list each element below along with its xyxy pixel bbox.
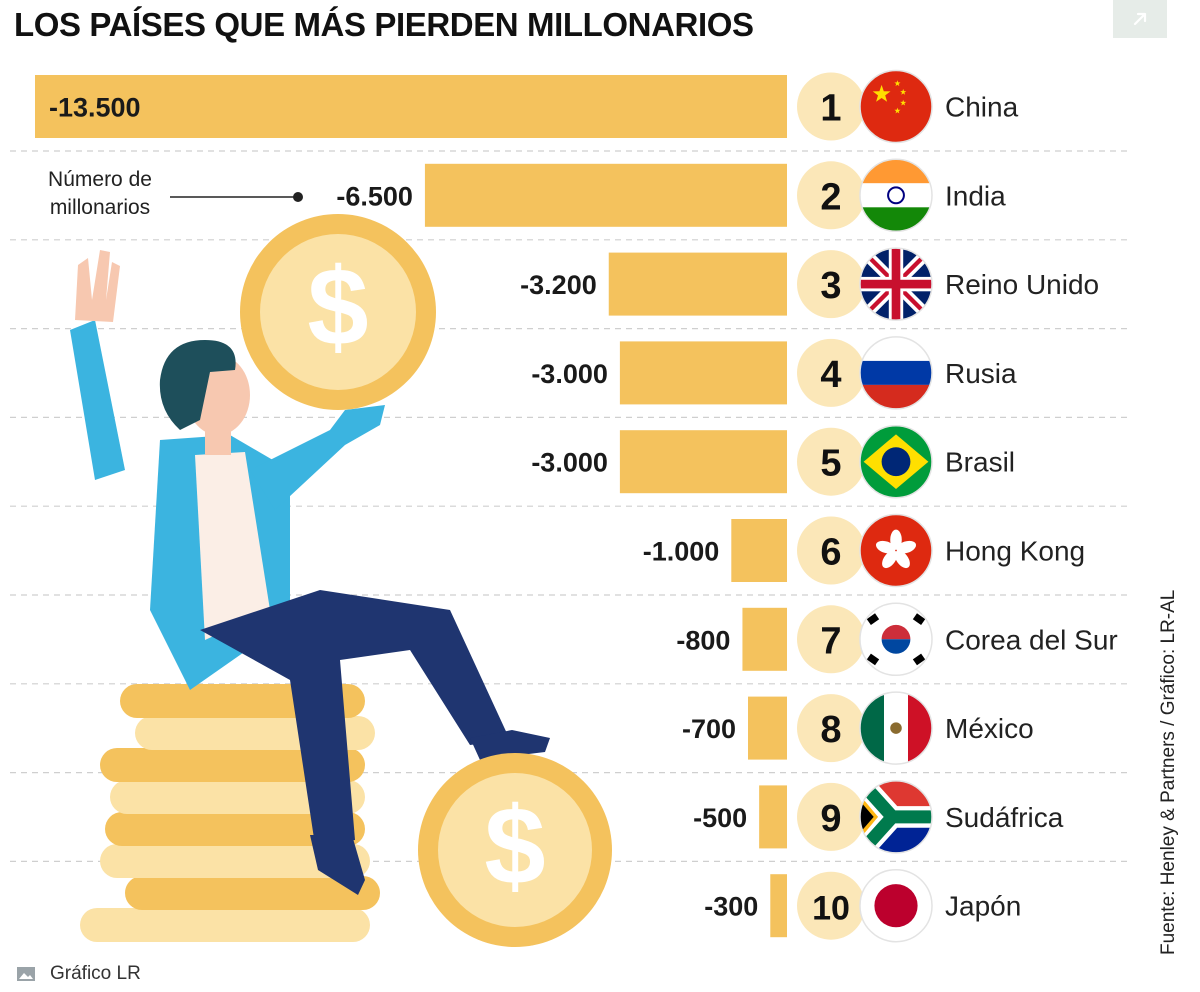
country-row: 9 Sudáfrica xyxy=(797,780,1064,854)
country-name: Hong Kong xyxy=(945,536,1085,567)
rank-circle xyxy=(797,516,865,585)
country-row: 10 Japón xyxy=(797,868,1021,943)
rank-number: 6 xyxy=(820,532,841,574)
rank-number: 2 xyxy=(820,176,841,218)
shirt xyxy=(195,452,270,640)
country-name: India xyxy=(945,180,1006,211)
hong-kong-flag xyxy=(860,514,932,587)
rank-circle xyxy=(797,338,865,407)
country-row: 3 Reino Unido xyxy=(797,247,1099,321)
china-flag xyxy=(860,70,932,143)
annotation-dot xyxy=(293,192,303,202)
rank-circle xyxy=(797,72,865,141)
rank-circle xyxy=(797,427,865,496)
bar-china xyxy=(35,75,787,138)
bar-mexico xyxy=(748,696,787,760)
country-row: 4 Rusia xyxy=(797,336,1017,410)
caption-bar: Gráfico LR xyxy=(16,960,141,988)
value-label: -800 xyxy=(676,625,730,655)
rank-circle xyxy=(797,250,865,319)
value-label: -3.200 xyxy=(520,270,597,300)
man-with-coins-illustration: $ $ xyxy=(70,214,612,947)
country-name: Reino Unido xyxy=(945,269,1099,300)
rank-number: 8 xyxy=(820,709,841,751)
bar-russia xyxy=(619,341,787,405)
country-name: Rusia xyxy=(945,358,1017,389)
bar-south-africa xyxy=(759,785,787,849)
annotation-line-2: millonarios xyxy=(50,196,150,219)
svg-text:$: $ xyxy=(307,246,368,369)
svg-text:$: $ xyxy=(484,785,545,908)
value-label: -700 xyxy=(682,714,736,744)
rank-circle xyxy=(797,605,865,674)
expand-button[interactable] xyxy=(1113,0,1167,38)
value-label: -3.000 xyxy=(531,448,608,478)
south-korea-flag xyxy=(860,603,932,676)
value-label: -3.000 xyxy=(531,359,608,389)
rank-number: 4 xyxy=(820,354,841,396)
uk-flag xyxy=(860,248,932,321)
coin-stack xyxy=(80,684,380,942)
annotation: Número de millonarios xyxy=(48,168,303,219)
country-row: 7 Corea del Sur xyxy=(797,602,1118,677)
country-row: 2 India xyxy=(797,158,1006,233)
country-row: 8 México xyxy=(797,691,1034,765)
country-row: 5 Brasil xyxy=(797,424,1015,499)
back-shoe xyxy=(310,835,365,895)
rank-number: 5 xyxy=(820,443,841,485)
country-name: Corea del Sur xyxy=(945,624,1118,655)
annotation-line-1: Número de xyxy=(48,168,152,191)
source-note: Fuente: Henley & Partners / Gráfico: LR-… xyxy=(1158,589,1179,955)
rank-number: 1 xyxy=(820,88,841,130)
rank-circle xyxy=(797,161,865,230)
country-name: China xyxy=(945,92,1019,123)
image-icon xyxy=(17,967,35,981)
value-label: -13.500 xyxy=(49,93,141,123)
coin-floor: $ xyxy=(418,753,612,947)
rank-number: 7 xyxy=(820,620,841,662)
trousers xyxy=(200,590,510,845)
front-shoe xyxy=(470,730,550,760)
rank-circle xyxy=(797,782,865,851)
bar-hong-kong xyxy=(731,519,787,582)
bar-india xyxy=(424,163,787,227)
rank-number: 10 xyxy=(812,890,850,928)
japan-flag xyxy=(860,869,932,942)
rank-circle xyxy=(797,871,865,940)
country-name: México xyxy=(945,713,1034,744)
bars: -13.500 -6.500 -3.200 -3.000 -3.000 -1.000 -80… xyxy=(35,75,787,938)
value-label: -500 xyxy=(693,803,747,833)
expand-arrow-icon xyxy=(1133,12,1147,26)
rank-circle xyxy=(797,694,865,763)
caption-text: Gráfico LR xyxy=(50,963,141,984)
country-name: Japón xyxy=(945,891,1021,922)
bar-south-korea xyxy=(742,607,787,671)
value-label: -300 xyxy=(704,892,758,922)
country-name: Sudáfrica xyxy=(945,802,1064,833)
value-label: -1.000 xyxy=(643,537,720,567)
coin-held: $ xyxy=(240,214,436,410)
rank-number: 9 xyxy=(820,798,841,840)
raised-arm xyxy=(70,250,125,480)
country-row: 1 China xyxy=(797,69,1019,144)
chart-title: LOS PAÍSES QUE MÁS PIERDEN MILLONARIOS xyxy=(14,6,754,43)
country-row: 6 Hong Kong xyxy=(797,513,1085,588)
bar-brazil xyxy=(619,430,787,494)
bar-uk xyxy=(608,252,787,316)
rank-number: 3 xyxy=(820,265,841,307)
front-arm xyxy=(250,405,385,510)
brazil-flag xyxy=(860,425,932,498)
value-label: -6.500 xyxy=(336,181,413,211)
hair xyxy=(159,340,236,430)
country-name: Brasil xyxy=(945,447,1015,478)
bar-japan xyxy=(770,874,787,938)
